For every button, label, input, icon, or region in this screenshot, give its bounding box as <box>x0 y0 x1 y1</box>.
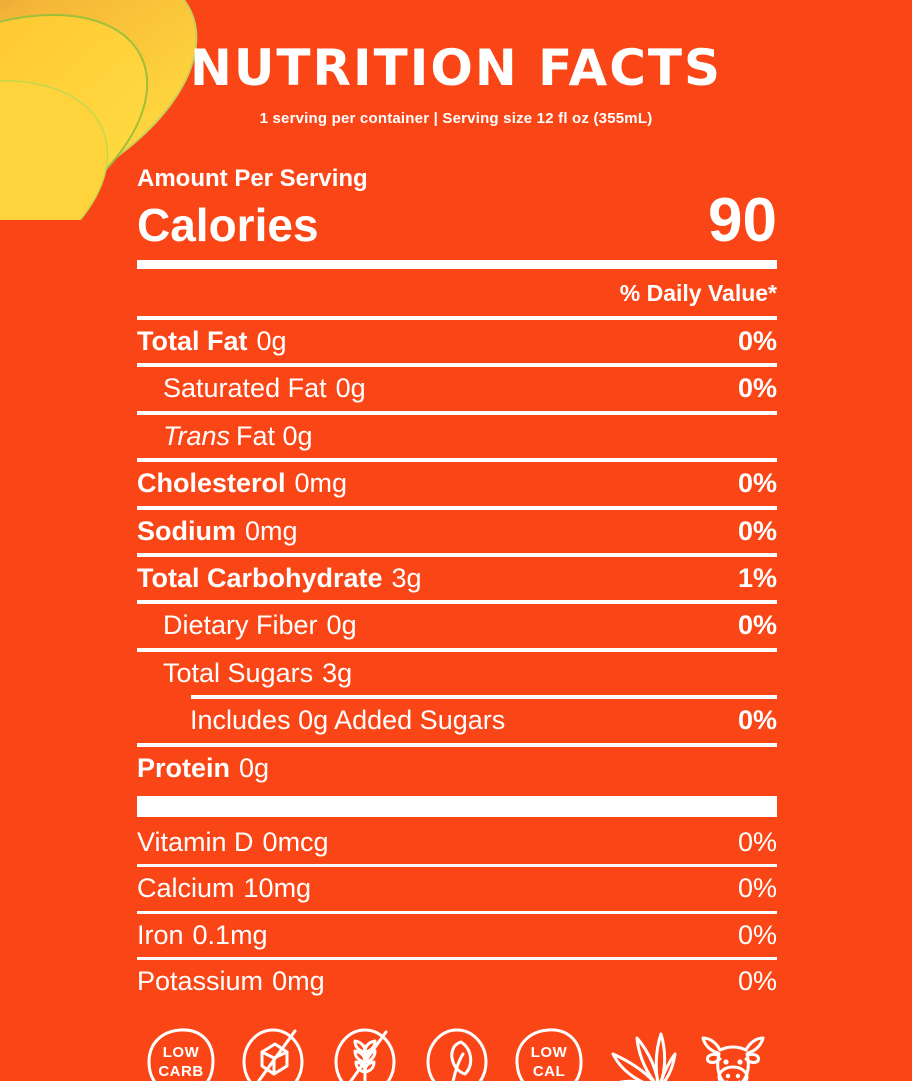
badge-gluten-free: GlutenFree <box>321 1024 409 1081</box>
badge-low-cal: LOW CAL 90Calories <box>505 1024 593 1081</box>
low-carb-badge-icon: LOW CARB <box>147 1028 215 1081</box>
vitamin-row-potassium: Potassium 0mg 0% <box>137 966 777 997</box>
serving-info: 1 serving per container | Serving size 1… <box>259 110 653 127</box>
gluten-free-icon <box>334 1028 396 1081</box>
nutrient-row-protein: Protein 0g <box>137 752 270 783</box>
low-cal-badge-icon: LOW CAL <box>515 1028 583 1081</box>
divider <box>137 363 777 368</box>
separator-bar-thick <box>137 795 777 817</box>
nutrient-row-total-carbohydrate: Total Carbohydrate 3g 1% <box>137 563 777 594</box>
svg-text:LOW: LOW <box>163 1044 200 1061</box>
header: NUTRITION FACTS 1 serving per container … <box>0 36 912 127</box>
calories-value: 90 <box>708 186 777 256</box>
amount-per-serving-label: Amount Per Serving <box>137 165 368 192</box>
badge-organic-juice: OrganicJuice <box>413 1024 501 1081</box>
calories-label: Calories <box>137 199 319 252</box>
divider <box>137 553 777 558</box>
organic-juice-leaf-icon <box>426 1028 488 1081</box>
mango-slices-image <box>0 0 198 220</box>
vitamin-row-calcium: Calcium 10mg 0% <box>137 873 777 904</box>
nutrient-row-trans-fat: Trans Fat 0g <box>163 420 313 451</box>
agave-plant-icon <box>611 1032 677 1081</box>
nutrient-row-total-sugars: Total Sugars 3g <box>163 657 353 688</box>
badge-no-bs: NoB.S. <box>689 1024 777 1081</box>
svg-text:CAL: CAL <box>533 1063 565 1080</box>
calories-row: Calories 90 <box>137 186 777 256</box>
no-added-sugars-icon <box>242 1028 304 1081</box>
divider <box>137 458 777 463</box>
nutrient-row-added-sugars: Includes 0g Added Sugars 0% <box>190 705 777 736</box>
divider <box>137 742 777 747</box>
nutrient-row-total-fat: Total Fat 0g 0% <box>137 326 777 357</box>
vitamin-row-iron: Iron 0.1mg 0% <box>137 919 777 950</box>
divider <box>137 647 777 652</box>
divider <box>137 600 777 605</box>
daily-value-header: % Daily Value* <box>619 280 777 307</box>
separator-bar-medium <box>137 260 777 270</box>
cow-icon <box>701 1036 765 1081</box>
nutrient-row-dietary-fiber: Dietary Fiber 0g 0% <box>163 610 777 641</box>
nutrient-row-cholesterol: Cholesterol 0mg 0% <box>137 468 777 499</box>
nutrient-row-sodium: Sodium 0mg 0% <box>137 515 777 546</box>
vitamin-row-vitamin-d: Vitamin D 0mcg 0% <box>137 826 777 857</box>
divider <box>137 864 777 868</box>
nutrient-row-saturated-fat: Saturated Fat 0g 0% <box>163 373 777 404</box>
divider <box>137 316 777 321</box>
divider <box>137 505 777 510</box>
divider <box>137 957 777 961</box>
page-title: NUTRITION FACTS <box>189 39 723 97</box>
nutrition-facts-panel: Amount Per Serving Calories 90 % Daily V… <box>137 165 777 1081</box>
divider <box>137 910 777 914</box>
divider-indented <box>191 695 777 700</box>
badge-abv: 4.5%ABV <box>597 1024 685 1081</box>
divider <box>137 410 777 415</box>
badge-low-carb: LOW CARB 1-4Carbs <box>137 1024 225 1081</box>
svg-text:LOW: LOW <box>531 1044 568 1061</box>
svg-text:CARB: CARB <box>158 1063 203 1080</box>
